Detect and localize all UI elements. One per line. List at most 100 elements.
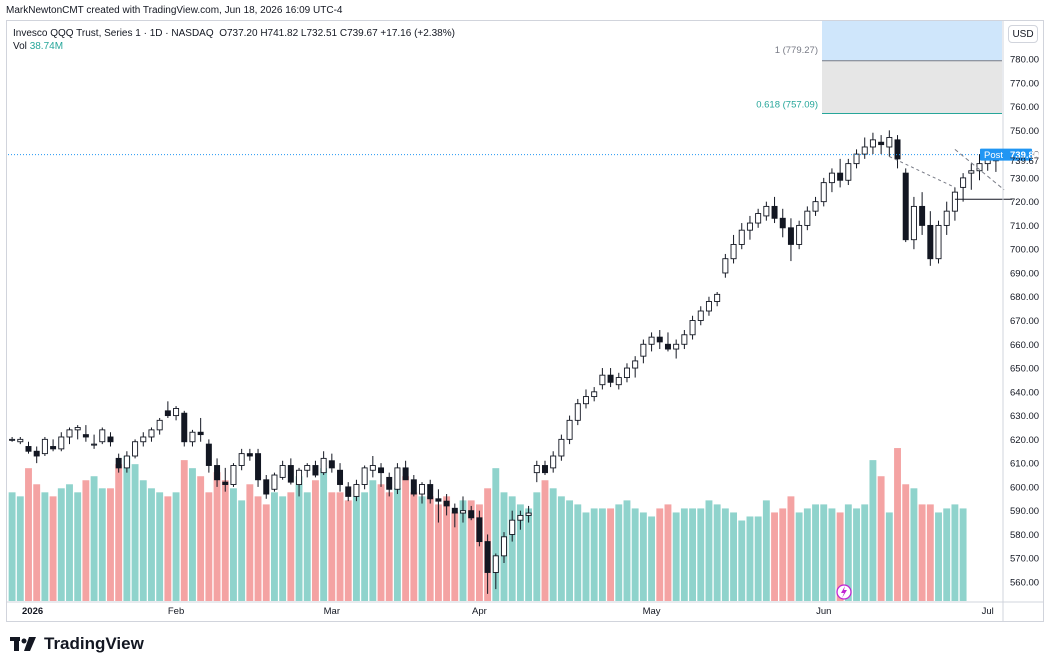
volume-bar [115,464,123,601]
volume-bar [279,496,287,601]
tradingview-logo[interactable]: TradingView [10,634,144,654]
time-tick-label: Apr [472,606,487,617]
candle [845,158,852,186]
candle [304,463,311,478]
candle [189,429,196,447]
candle [394,463,401,495]
candle [861,137,868,159]
candle-body [320,457,327,474]
candle [66,427,73,445]
candle [238,448,245,471]
volume-bar [295,476,303,601]
candle-body [402,467,409,481]
candle-body [82,434,89,438]
candle [25,441,32,454]
candle [205,439,212,473]
candle [222,467,229,492]
volume-bar [705,500,713,601]
volume-bar [549,488,557,601]
volume-bar [902,484,910,601]
volume-bar [574,504,582,601]
volume-bar [311,480,319,601]
candle [755,208,762,228]
volume-bar [230,488,237,601]
candle-body [738,229,745,245]
candle [517,510,524,530]
candle [181,410,188,447]
volume-bar [516,504,524,601]
price-tick-label: 600.00 [1010,482,1039,493]
volume-bar [943,508,951,601]
price-tick-label: 700.00 [1010,245,1039,256]
post-price-badge [980,148,1032,161]
volume-bar [131,464,139,601]
volume-bar [623,500,631,601]
volume-bar [467,500,475,601]
time-tick-label: May [643,606,661,617]
volume-bar [98,488,106,601]
volume-bar [738,520,746,601]
currency-button[interactable]: USD [1008,25,1038,43]
candle-body [132,441,139,457]
volume-bar [877,476,885,601]
candle [468,505,475,521]
candle-body [951,191,958,212]
volume-bar [910,488,918,601]
candle-body [337,469,344,485]
candle-body [591,391,598,398]
candle [607,368,614,388]
volume-bar [328,492,336,601]
volume-bar [107,488,114,601]
volume-bar [213,472,221,601]
candle [509,510,516,542]
volume-label: Vol [13,41,27,52]
candle [263,475,270,499]
volume-bar [451,512,459,601]
lightning-icon[interactable] [836,584,852,600]
candle-body [804,210,811,226]
swing-line [889,156,956,188]
candle-body [189,431,196,443]
candle [656,330,663,350]
candle-body [501,536,507,557]
candle [705,296,712,316]
volume-bar [935,512,942,601]
candle-body [812,201,819,212]
volume-bar [771,512,778,601]
candle-body [755,213,762,224]
candle-body [574,403,581,421]
candle [148,427,155,442]
candle-body [115,457,122,469]
candle [230,463,237,487]
candle [435,489,442,523]
candle [943,201,950,235]
candle [902,168,909,243]
volume-bar [951,504,959,601]
volume-bar [894,448,901,601]
candle [140,432,147,447]
candle [591,387,598,402]
price-tick-label: 680.00 [1010,292,1039,303]
volume-bar [90,476,98,601]
candle [255,448,262,487]
candle-body [582,396,589,405]
candle [91,434,98,449]
volume-bar [66,484,73,601]
candle [378,463,385,487]
candle [566,415,573,445]
volume-bar [41,492,49,601]
candle-body [542,465,548,474]
candle-body [410,479,417,495]
candle [123,451,130,473]
candle [271,472,278,492]
price-tick-label: 660.00 [1010,340,1039,351]
candle-body [697,310,704,321]
volume-bar [82,480,90,601]
candle-body [148,429,155,438]
symbol-name[interactable]: Invesco QQQ Trust, Series 1 · 1D · NASDA… [13,28,214,39]
candle-body [255,453,262,481]
volume-bar [853,508,860,601]
volume-bar [721,508,729,601]
candle-body [312,465,319,476]
